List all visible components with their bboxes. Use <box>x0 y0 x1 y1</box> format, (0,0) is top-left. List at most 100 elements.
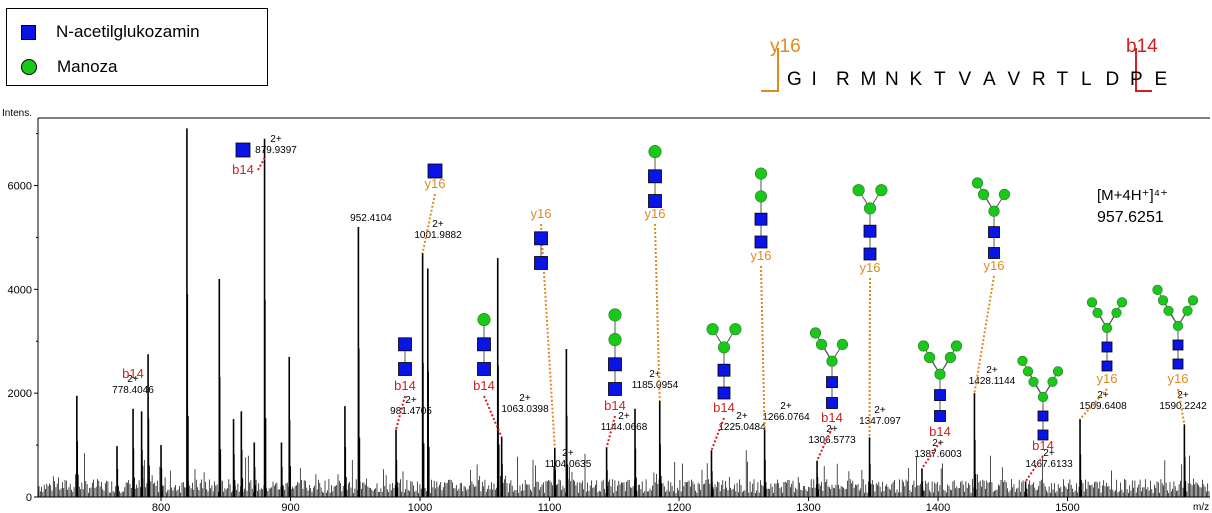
mannose-circle <box>1017 355 1028 367</box>
glcnac-square <box>1101 341 1113 353</box>
peak-mz-label: 1144.0668 <box>601 422 648 433</box>
peak-charge-label: 2+ <box>270 134 282 145</box>
y16-fragment-label: y16 <box>770 36 801 57</box>
mannose-circle <box>815 338 828 351</box>
glcnac-square <box>1172 339 1184 351</box>
peak-charge-label: 2+ <box>1043 448 1055 459</box>
mannose-circle <box>648 145 662 159</box>
peptide-residue: R <box>1032 69 1046 90</box>
peak-mz-label: 1347.097 <box>859 416 901 427</box>
mannose-circle <box>1052 366 1064 377</box>
legend-item-mannose: Manoza <box>21 57 117 77</box>
peak-charge-label: 2+ <box>519 393 531 404</box>
peak-charge-label: 2+ <box>874 405 886 416</box>
peptide-residue: M <box>860 69 877 90</box>
mannose-circle <box>934 368 946 380</box>
glcnac-square <box>717 363 731 377</box>
y-tick-label: 0 <box>26 492 32 504</box>
legend-label-glcnac: N-acetilglukozamin <box>56 22 200 41</box>
x-tick-label: 900 <box>281 502 299 513</box>
mannose-circle <box>1047 376 1058 387</box>
mannose-circle <box>1157 295 1169 306</box>
mannose-circle <box>754 190 768 203</box>
peak-mz-label: 778.4046 <box>112 385 154 396</box>
fragment-label: b14 <box>604 398 626 413</box>
glcnac-square <box>648 169 662 184</box>
glcnac-square <box>398 362 412 376</box>
fragment-connector <box>1024 455 1044 482</box>
fragment-label: y16 <box>645 206 666 221</box>
fragment-connector <box>760 265 766 430</box>
peak-charge-label: 2+ <box>932 438 944 449</box>
mannose-circle <box>706 323 719 336</box>
mannose-circle <box>988 205 1000 217</box>
peptide-residue: E <box>1154 69 1168 90</box>
precursor-ion-label: [M+4H⁺]⁴⁺ <box>1097 187 1168 204</box>
fragment-connector <box>483 395 503 438</box>
peak-charge-label: 2+ <box>736 411 748 422</box>
peak-mz-label: 1306.5773 <box>808 435 856 446</box>
glcnac-square <box>717 386 731 400</box>
glcnac-square <box>754 212 768 226</box>
peak-annotations: 2+778.4046b142+879.9397b14952.41042+981.… <box>112 134 1207 482</box>
mannose-circle <box>608 333 622 347</box>
fragment-label: y16 <box>531 206 552 221</box>
glcnac-square <box>1037 429 1049 441</box>
y-axis-label: Intens. <box>2 108 32 119</box>
mannose-circle <box>971 177 984 189</box>
glcnac-square <box>826 397 838 409</box>
peak-mz-label: 1104.0635 <box>545 459 592 470</box>
x-tick-label: 1000 <box>408 502 432 513</box>
glcnac-square <box>235 142 251 158</box>
peptide-residue: T <box>1056 69 1069 90</box>
glcnac-square <box>826 376 838 389</box>
x-tick-label: 1300 <box>796 502 820 513</box>
fragment-label: b14 <box>821 410 843 425</box>
peak-mz-label: 1063.0398 <box>501 404 549 415</box>
peptide-residue: T <box>934 69 946 90</box>
noise-trace <box>38 450 1210 497</box>
legend-label-mannose: Manoza <box>57 57 118 76</box>
green-circle-icon <box>21 59 37 75</box>
glcnac-square <box>988 247 1000 259</box>
glcnac-square <box>427 163 443 179</box>
x-tick-label: 1100 <box>538 502 562 513</box>
fragment-connector <box>1177 388 1186 425</box>
precursor-mz-label: 957.6251 <box>1097 209 1164 226</box>
y16-bracket <box>761 48 779 92</box>
mannose-circle <box>836 338 849 351</box>
peak-mz-label: 1467.6133 <box>1025 459 1073 470</box>
glcnac-square <box>863 247 877 261</box>
peptide-residue: I <box>811 69 817 90</box>
mannose-circle <box>917 340 930 352</box>
fragment-label: b14 <box>122 366 144 381</box>
x-tick-label: 800 <box>152 502 170 513</box>
peak-mz-label: 1225.0484 <box>718 422 766 433</box>
x-axis-label: m/z <box>1193 502 1209 513</box>
peak-charge-label: 2+ <box>780 401 792 412</box>
peak-charge-label: 2+ <box>405 395 417 406</box>
mannose-circle <box>717 341 731 354</box>
glcnac-square <box>608 382 622 396</box>
fragment-brackets <box>761 48 1152 92</box>
peak-mz-label: 1428.1144 <box>969 376 1016 387</box>
mannose-circle <box>809 327 822 339</box>
fragment-connector <box>816 427 833 462</box>
peptide-residue: K <box>909 69 923 90</box>
peak-charge-label: 2+ <box>649 369 661 380</box>
fragment-connector <box>395 395 406 430</box>
glcnac-square <box>534 256 548 270</box>
peak-mz-label: 952.4104 <box>350 213 392 224</box>
legend-item-glcnac: N-acetilglukozamin <box>21 22 200 42</box>
fragment-label: y16 <box>751 248 772 263</box>
glcnac-square <box>934 410 946 422</box>
mannose-circle <box>923 351 936 364</box>
mannose-circle <box>608 308 622 322</box>
glcnac-square <box>398 337 412 352</box>
fragment-label: y16 <box>425 176 446 191</box>
blue-square-icon <box>21 24 36 40</box>
fragment-label: y16 <box>860 260 881 275</box>
glcnac-square <box>754 235 768 249</box>
mannose-circle <box>1172 320 1184 332</box>
